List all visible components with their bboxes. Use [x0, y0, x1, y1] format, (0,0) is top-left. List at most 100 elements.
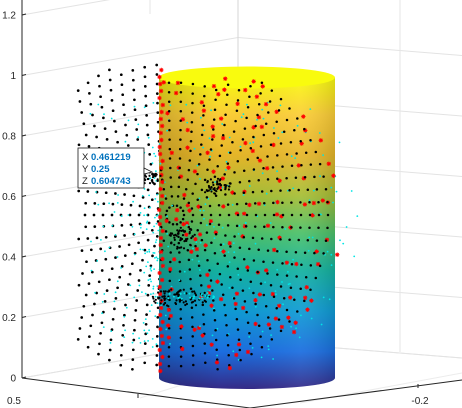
- cyan-point-1023: [328, 298, 331, 301]
- black-point-439: [220, 144, 223, 147]
- feature-point-1334: [185, 292, 188, 295]
- black-point-1063: [318, 162, 322, 166]
- feature-point-1352: [160, 299, 163, 302]
- cyan-point-348: [117, 194, 119, 196]
- cyan-point-933: [335, 190, 338, 193]
- black-point-373: [242, 191, 246, 194]
- red-marker-299: [205, 150, 210, 156]
- black-point-834: [203, 85, 206, 88]
- feature-point-1325: [173, 243, 176, 246]
- black-point-610: [272, 201, 275, 205]
- black-point-399: [136, 289, 140, 292]
- black-point-112: [153, 244, 156, 248]
- black-point-821: [91, 113, 94, 117]
- red-marker-851: [296, 163, 301, 168]
- black-point-554: [212, 309, 216, 312]
- red-marker-1026: [305, 307, 310, 312]
- black-point-1020: [314, 276, 318, 280]
- black-point-1016: [322, 252, 325, 255]
- red-marker-65: [197, 232, 203, 237]
- black-point-723: [179, 336, 183, 339]
- red-marker-870: [288, 295, 293, 300]
- black-point-915: [237, 88, 241, 92]
- cyan-point-693: [290, 155, 293, 158]
- black-point-980: [98, 342, 101, 346]
- red-marker-529: [264, 166, 270, 171]
- feature-point-1369: [162, 290, 165, 293]
- cyan-point-1151: [145, 221, 148, 224]
- black-point-717: [225, 324, 228, 327]
- red-marker-1040: [227, 365, 233, 371]
- cyan-point-620: [292, 258, 294, 261]
- black-point-932: [306, 188, 310, 191]
- red-marker-958: [279, 324, 285, 330]
- cyan-point-1139: [147, 261, 149, 263]
- cyan-point-198: [233, 251, 236, 254]
- black-point-165: [128, 213, 132, 217]
- black-point-615: [279, 238, 282, 241]
- black-point-234: [178, 157, 182, 160]
- black-point-1067: [324, 187, 328, 191]
- cyan-point-514: [221, 123, 224, 125]
- cyan-point-1090: [151, 162, 154, 165]
- black-point-405: [104, 257, 108, 261]
- red-marker-1201: [160, 354, 165, 360]
- cyan-point-1084: [149, 310, 151, 312]
- feature-point-1358: [167, 295, 170, 298]
- cyan-point-1423: [192, 297, 195, 300]
- cyan-point-895: [131, 341, 134, 344]
- black-point-1008: [317, 200, 320, 204]
- black-point-789: [264, 305, 268, 308]
- datatip-x-value: 0.461219: [91, 152, 131, 163]
- datatip[interactable]: X 0.461219 Y 0.25 Z 0.604743: [77, 147, 154, 189]
- black-point-783: [294, 251, 298, 254]
- red-marker-36: [184, 232, 189, 237]
- cyan-point-105: [219, 249, 222, 252]
- red-marker-1061: [318, 138, 324, 143]
- black-point-139: [208, 204, 212, 208]
- black-point-1065: [322, 175, 325, 178]
- red-marker-1162: [158, 81, 163, 87]
- feature-point-1280: [228, 182, 231, 185]
- feature-point-1360: [161, 295, 164, 298]
- red-marker-9: [181, 221, 186, 227]
- black-point-513: [190, 120, 194, 124]
- black-point-407: [99, 247, 103, 251]
- black-point-142: [218, 213, 222, 217]
- x-tick-label-0: 0.5: [7, 396, 21, 407]
- cyan-point-1078: [148, 250, 151, 253]
- red-marker-67: [193, 237, 198, 242]
- cyan-point-625: [287, 283, 290, 286]
- cyan-point-1073: [155, 170, 157, 173]
- red-marker-921: [263, 101, 269, 107]
- cyan-point-822: [103, 113, 105, 116]
- black-point-505: [145, 123, 149, 127]
- cyan-point-1121: [154, 198, 157, 200]
- black-point-999: [293, 129, 296, 132]
- red-marker-1200: [157, 347, 162, 353]
- red-marker-209: [167, 267, 173, 272]
- cyan-point-235: [209, 155, 212, 158]
- black-point-429: [168, 128, 171, 132]
- black-point-1021: [309, 288, 312, 291]
- black-point-866: [300, 263, 303, 267]
- black-point-425: [146, 133, 150, 137]
- black-point-130: [178, 176, 181, 179]
- feature-point-1330: [179, 239, 182, 242]
- black-point-148: [203, 248, 207, 252]
- black-point-422: [126, 144, 130, 147]
- cyan-point-340: [114, 234, 117, 236]
- black-point-445: [248, 179, 251, 183]
- black-point-626: [252, 291, 255, 295]
- black-point-251: [235, 224, 239, 228]
- black-point-832: [179, 81, 183, 85]
- black-point-374: [244, 202, 248, 205]
- cyan-point-796: [261, 330, 264, 333]
- black-point-555: [202, 313, 205, 316]
- black-point-26: [181, 209, 185, 213]
- black-point-749: [144, 94, 148, 98]
- black-point-1038: [228, 363, 231, 367]
- feature-point-1232: [144, 174, 147, 177]
- black-point-158: [151, 254, 154, 258]
